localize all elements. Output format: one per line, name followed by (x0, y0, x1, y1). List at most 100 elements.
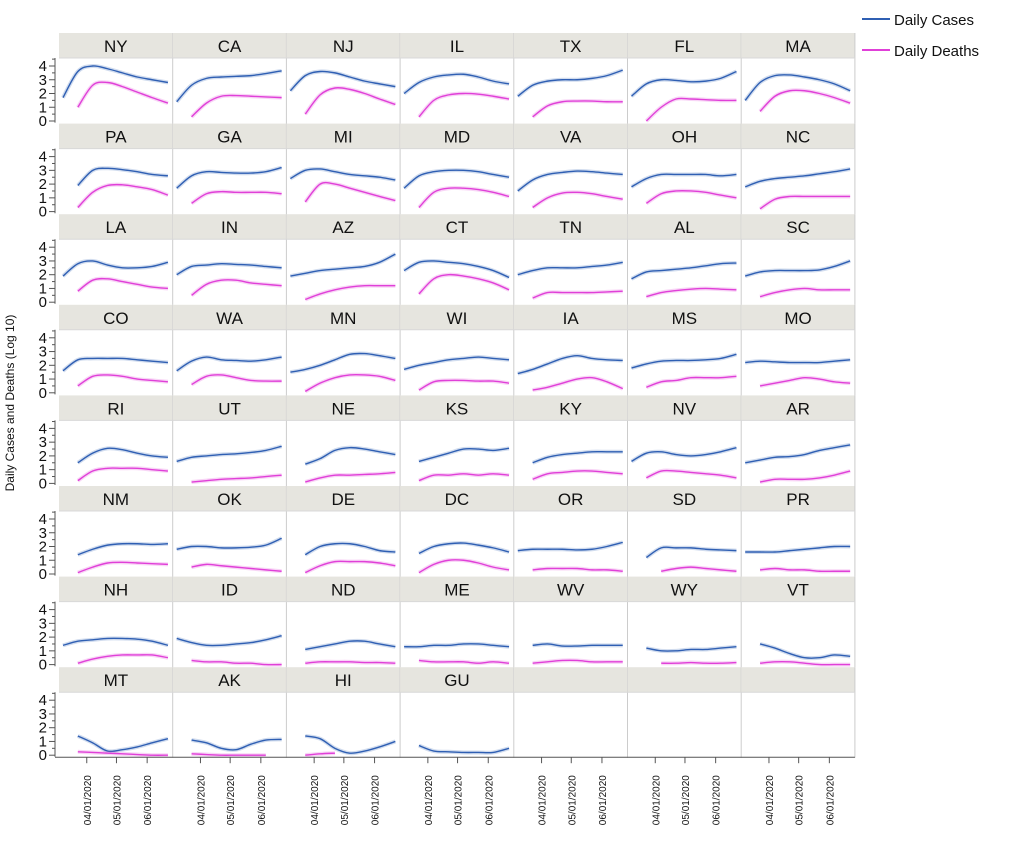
deaths-band-nj (303, 85, 396, 116)
cases-band-sc (744, 259, 851, 279)
y-tick-label: 4 (39, 602, 47, 619)
panel-title-or: OR (558, 490, 584, 509)
cases-band-in (175, 261, 282, 277)
cases-line-co (62, 357, 169, 372)
cases-line-mi (290, 168, 396, 181)
cases-line-sc (745, 260, 851, 277)
y-tick-label: 3 (39, 72, 47, 89)
deaths-line-wi (418, 379, 510, 391)
deaths-band-oh (645, 188, 737, 206)
y-tick-label: 2 (39, 357, 47, 374)
panel-title-id: ID (221, 581, 238, 600)
panel-header (627, 304, 742, 330)
panel-header (400, 123, 514, 149)
panel-header (286, 667, 401, 693)
cases-band-md (402, 168, 510, 190)
y-tick-label: 3 (39, 162, 47, 179)
deaths-line-il (418, 92, 510, 118)
y-tick-label: 2 (39, 629, 47, 646)
panel-header (59, 123, 173, 149)
deaths-line-nd (305, 661, 396, 664)
legend-cases-label: Daily Cases (894, 12, 974, 29)
deaths-line-ny (77, 81, 169, 108)
y-tick-label: 3 (39, 706, 47, 723)
deaths-line-ct (418, 273, 510, 295)
panel-title-pr: PR (786, 490, 810, 509)
deaths-line-ma (759, 89, 851, 112)
deaths-line-ar (759, 470, 851, 483)
y-tick-label: 0 (39, 747, 47, 764)
panel-title-fl: FL (674, 37, 694, 56)
cases-line-fl (631, 70, 737, 97)
cases-line-ks (418, 447, 510, 463)
panel-title-mi: MI (334, 128, 353, 147)
cases-line-tx (517, 69, 623, 97)
deaths-line-nv (646, 469, 737, 479)
deaths-line-sc (759, 287, 851, 298)
cases-line-sd (645, 546, 737, 559)
deaths-line-ga (191, 190, 282, 204)
cases-line-mt (77, 735, 169, 753)
panel-header (400, 33, 514, 58)
panel-header (400, 667, 514, 693)
deaths-line-ky (532, 470, 623, 480)
y-tick-label: 1 (39, 99, 47, 116)
panel-title-ks: KS (446, 399, 469, 418)
deaths-line-hi (305, 752, 335, 756)
cases-line-wa (176, 356, 282, 372)
deaths-line-ut (191, 474, 282, 483)
cases-line-ct (403, 260, 510, 279)
deaths-line-mn (304, 373, 396, 393)
panel-title-nc: NC (786, 128, 811, 147)
panel-header (741, 486, 855, 511)
panel-header (59, 486, 173, 511)
deaths-line-ne (305, 471, 396, 483)
panel-header (172, 304, 287, 330)
x-tick-label: 04/01/2020 (424, 775, 435, 825)
deaths-band-md (417, 185, 510, 209)
panel-header (513, 576, 628, 602)
panel-title-ct: CT (446, 218, 469, 237)
deaths-line-sd (661, 566, 737, 572)
panel-title-in: IN (221, 218, 238, 237)
x-tick-label: 04/01/2020 (196, 775, 207, 825)
panel-header (741, 667, 855, 693)
panel-header (741, 395, 855, 421)
y-tick-label: 1 (39, 552, 47, 569)
panel-header (741, 33, 855, 58)
panel-header (172, 395, 287, 421)
panel-header (627, 123, 742, 149)
panel-header (627, 576, 742, 602)
cases-band-ga (175, 165, 283, 190)
x-tick-label: 04/01/2020 (765, 775, 776, 825)
y-tick-label: 3 (39, 253, 47, 270)
y-tick-label: 1 (39, 371, 47, 388)
y-tick-label: 0 (39, 294, 47, 311)
cases-line-az (290, 253, 396, 277)
deaths-line-de (304, 560, 396, 574)
y-tick-label: 0 (39, 657, 47, 674)
y-tick-label: 3 (39, 615, 47, 632)
cases-line-ne (305, 446, 396, 465)
panel-title-dc: DC (445, 490, 470, 509)
panel-header (59, 33, 173, 58)
y-tick-label: 4 (39, 58, 47, 75)
deaths-line-al (646, 287, 737, 298)
panel-title-ri: RI (107, 399, 124, 418)
panel-title-ca: CA (218, 37, 242, 56)
panel-title-sc: SC (786, 218, 810, 237)
deaths-line-dc (418, 559, 510, 574)
deaths-line-pa (77, 183, 169, 208)
cases-line-va (517, 170, 623, 192)
panel-header (59, 395, 173, 421)
y-tick-label: 0 (39, 113, 47, 130)
panel-title-vt: VT (787, 581, 809, 600)
panel-title-ia: IA (563, 309, 580, 328)
cases-band-tx (516, 68, 624, 98)
panel-title-me: ME (444, 581, 470, 600)
x-tick-label: 06/01/2020 (143, 775, 154, 825)
cases-line-ga (176, 166, 282, 189)
cases-line-md (403, 169, 510, 189)
y-tick-label: 0 (39, 204, 47, 221)
deaths-line-or (532, 567, 623, 572)
